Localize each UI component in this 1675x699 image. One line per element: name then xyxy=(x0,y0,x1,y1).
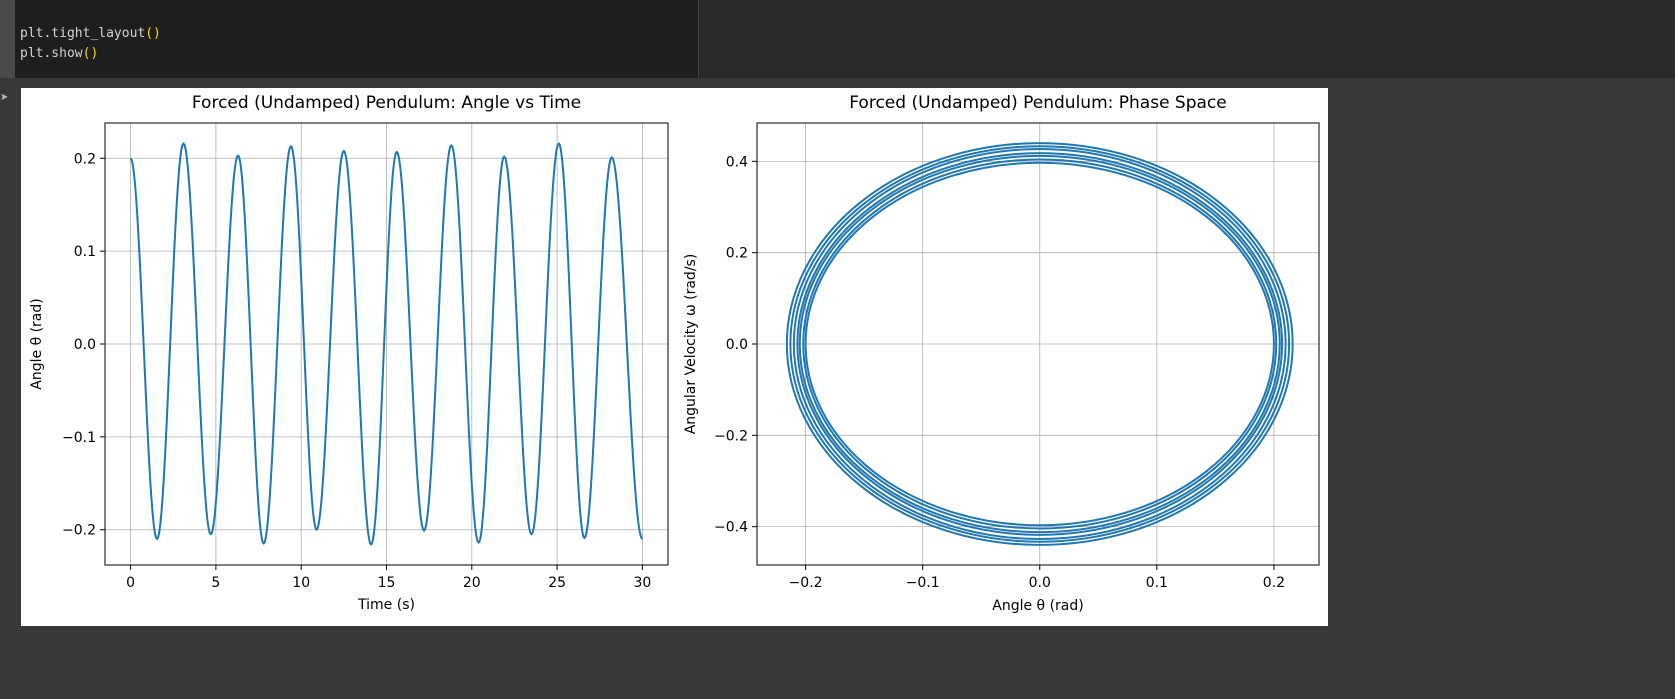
y-tick-label: 0.2 xyxy=(726,246,748,262)
code-line-show[interactable]: plt.show() xyxy=(20,46,98,61)
x-tick-label: −0.1 xyxy=(906,575,940,591)
x-tick-label: 5 xyxy=(211,575,220,591)
x-tick-label: 0.2 xyxy=(1263,575,1285,591)
phase-loop-1 xyxy=(789,145,1291,543)
phase-loop-5 xyxy=(802,158,1278,530)
y-axis-label: Angle θ (rad) xyxy=(29,298,45,389)
cell-output: 0 5 10 15 20 25 30 −0.2 −0.1 0.0 0.1 0.2 Forced (Und… xyxy=(21,88,1328,626)
y-tick-label: 0.1 xyxy=(74,244,96,260)
y-tick-label: 0.0 xyxy=(726,337,748,353)
x-tick-label: 25 xyxy=(548,575,566,591)
phase-loop-2 xyxy=(792,148,1287,540)
code-line-tight-layout[interactable]: plt.tight_layout() xyxy=(20,26,161,41)
x-tick-label: 20 xyxy=(463,575,481,591)
x-tick-label: 15 xyxy=(378,575,396,591)
phase-loop-3 xyxy=(796,152,1284,536)
phase-loop-6 xyxy=(804,161,1275,527)
code-editor[interactable] xyxy=(15,0,698,78)
code-parens: () xyxy=(82,46,99,61)
chart-title: Forced (Undamped) Pendulum: Phase Space xyxy=(849,93,1227,113)
y-tick-label: −0.2 xyxy=(714,428,748,444)
cell-gutter[interactable] xyxy=(0,0,15,78)
angle-series-line xyxy=(129,142,644,546)
x-tick-label: 0.0 xyxy=(1029,575,1051,591)
x-axis-label: Angle θ (rad) xyxy=(992,598,1083,614)
x-tick-label: −0.2 xyxy=(789,575,823,591)
y-tick-label: 0.2 xyxy=(74,151,96,167)
x-tick-label: 0.1 xyxy=(1146,575,1168,591)
y-axis-label: Angular Velocity ω (rad/s) xyxy=(683,254,699,435)
y-tick-label: −0.2 xyxy=(62,523,96,539)
y-tick-label: 0.0 xyxy=(74,337,96,353)
code-parens: () xyxy=(145,26,161,41)
phase-loop-4 xyxy=(798,154,1281,534)
phase-loop-0 xyxy=(785,142,1294,546)
y-tick-label: −0.1 xyxy=(62,430,96,446)
code-text: plt.show xyxy=(20,46,83,61)
code-text: plt.tight_layout xyxy=(20,26,146,41)
code-cell[interactable]: plt.tight_layout() plt.show() xyxy=(0,0,1675,78)
editor-divider xyxy=(698,0,699,78)
x-tick-label: 30 xyxy=(633,575,651,591)
y-tick-label: 0.4 xyxy=(726,154,748,170)
x-axis-label: Time (s) xyxy=(357,597,415,613)
figure: 0 5 10 15 20 25 30 −0.2 −0.1 0.0 0.1 0.2 Forced (Und… xyxy=(29,93,1320,614)
x-tick-label: 10 xyxy=(292,575,310,591)
x-tick-label: 0 xyxy=(126,575,135,591)
output-collapse-icon[interactable]: ➤ xyxy=(0,92,9,103)
y-tick-label: −0.4 xyxy=(714,520,748,536)
chart-title: Forced (Undamped) Pendulum: Angle vs Tim… xyxy=(192,93,581,113)
